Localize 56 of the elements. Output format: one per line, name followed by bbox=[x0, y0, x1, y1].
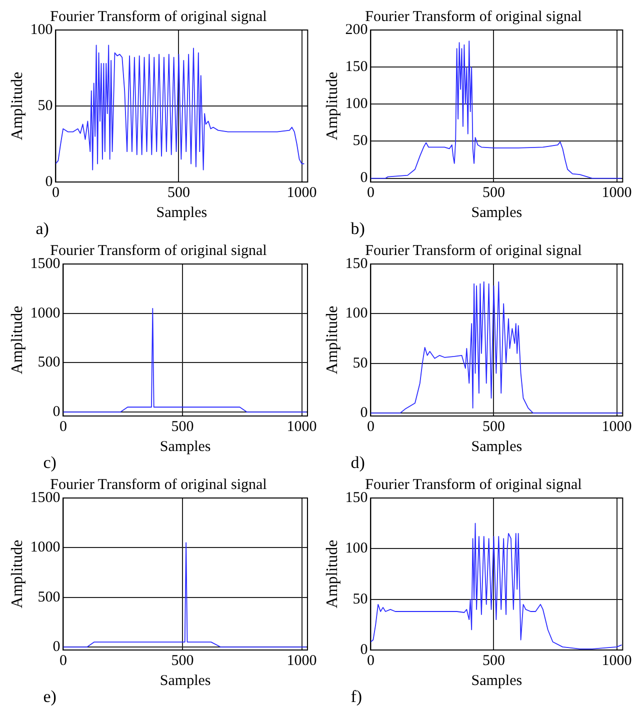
text: c) bbox=[43, 453, 56, 472]
y-tick-label: 150 bbox=[345, 490, 368, 506]
text: a) bbox=[36, 219, 49, 238]
y-axis-title: Amplitude bbox=[324, 540, 341, 608]
chart-title: Fourier Transform of original signal bbox=[50, 8, 267, 25]
y-tick-label: 50 bbox=[352, 355, 368, 372]
y-axis-title: Amplitude bbox=[8, 72, 26, 140]
chart-title: Fourier Transform of original signal bbox=[365, 476, 582, 493]
y-tick-label: 150 bbox=[345, 256, 368, 272]
y-axis-title: Amplitude bbox=[324, 306, 341, 374]
y-tick-label: 200 bbox=[345, 22, 368, 38]
chart-title: Fourier Transform of original signal bbox=[365, 8, 582, 25]
x-tick-label: 1000 bbox=[286, 418, 317, 435]
x-axis-title: Samples bbox=[156, 204, 208, 221]
x-tick-label: 500 bbox=[482, 418, 505, 435]
x-axis-title: Samples bbox=[471, 204, 522, 221]
text: f) bbox=[350, 687, 362, 706]
y-tick-label: 100 bbox=[345, 540, 368, 557]
y-tick-label: 0 bbox=[360, 642, 368, 658]
x-tick-label: 500 bbox=[482, 652, 505, 669]
y-tick-label: 100 bbox=[345, 96, 368, 112]
y-tick-label: 0 bbox=[52, 638, 60, 655]
y-tick-label: 1000 bbox=[30, 540, 60, 556]
x-tick-label: 1000 bbox=[602, 418, 632, 435]
y-tick-label: 50 bbox=[352, 133, 368, 150]
y-tick-label: 0 bbox=[45, 174, 53, 190]
x-axis-title: Samples bbox=[471, 672, 522, 689]
y-tick-label: 150 bbox=[345, 59, 368, 76]
y-tick-label: 0 bbox=[360, 404, 368, 421]
y-axis-title: Amplitude bbox=[8, 540, 26, 608]
x-axis-title: Samples bbox=[160, 438, 211, 455]
y-tick-label: 50 bbox=[352, 591, 368, 608]
x-tick-label: 500 bbox=[167, 184, 190, 201]
x-tick-label: 500 bbox=[171, 418, 194, 435]
chart-title: Fourier Transform of original signal bbox=[365, 242, 582, 259]
y-tick-label: 1000 bbox=[30, 305, 60, 322]
y-tick-label: 0 bbox=[52, 404, 60, 420]
y-tick-label: 500 bbox=[38, 589, 60, 606]
y-axis-title: Amplitude bbox=[8, 306, 26, 374]
text: b) bbox=[350, 219, 365, 238]
y-tick-label: 50 bbox=[38, 98, 53, 114]
text: d) bbox=[350, 453, 365, 472]
x-tick-label: 1000 bbox=[286, 652, 317, 669]
x-axis-title: Samples bbox=[471, 438, 522, 455]
y-tick-label: 500 bbox=[38, 354, 60, 371]
x-tick-label: 1000 bbox=[286, 184, 317, 201]
x-axis-title: Samples bbox=[160, 672, 211, 689]
x-tick-label: 1000 bbox=[602, 184, 632, 201]
x-tick-label: 1000 bbox=[602, 652, 632, 669]
x-tick-label: 500 bbox=[482, 184, 505, 201]
y-axis-title: Amplitude bbox=[324, 72, 341, 140]
y-tick-label: 100 bbox=[30, 22, 53, 38]
y-tick-label: 0 bbox=[360, 170, 368, 186]
x-tick-label: 500 bbox=[171, 652, 194, 669]
y-tick-label: 100 bbox=[345, 306, 368, 322]
text: e) bbox=[43, 687, 56, 706]
